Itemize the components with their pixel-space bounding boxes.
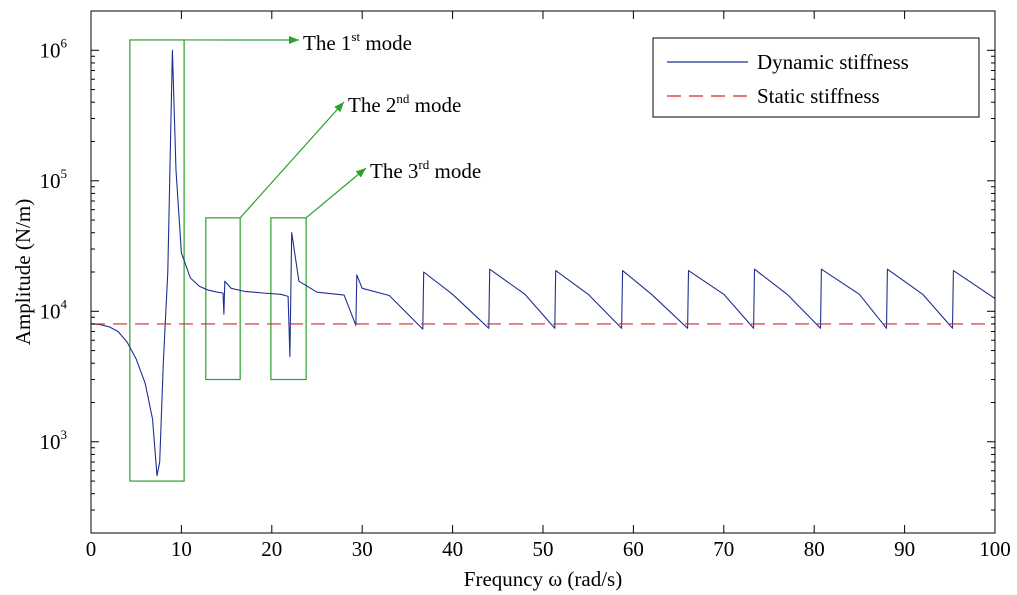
y-tick-label: 106	[40, 35, 68, 62]
y-tick-exponent: 5	[61, 166, 68, 181]
mode-arrowhead-3	[355, 168, 366, 178]
legend-box	[652, 37, 980, 118]
mode-arrow-2	[239, 101, 345, 219]
x-tick-label: 0	[86, 537, 97, 561]
y-tick-base: 10	[40, 299, 61, 323]
y-tick-exponent: 6	[61, 35, 68, 50]
mode-label-text: The 1	[303, 31, 351, 55]
legend-label-dynamic: Dynamic stiffness	[757, 50, 909, 74]
y-tick-label: 104	[40, 296, 68, 323]
x-axis-title: Frequncy ω (rad/s)	[464, 567, 622, 591]
mode-label-ordinal: st	[351, 29, 360, 44]
mode-label-text: The 2	[348, 93, 396, 117]
mode-box-2	[205, 217, 241, 381]
y-tick-label: 103	[40, 427, 68, 454]
mode-box-3	[270, 217, 307, 381]
x-tick-label: 40	[442, 537, 463, 561]
x-tick-label: 80	[804, 537, 825, 561]
mode-label-3: The 3rd mode	[370, 157, 481, 183]
mode-label-ordinal: nd	[396, 91, 410, 106]
x-tick-label: 20	[261, 537, 282, 561]
series-dynamic-stiffness	[90, 49, 996, 477]
legend: Dynamic stiffness Static stiffness	[652, 37, 980, 118]
y-tick-base: 10	[40, 169, 61, 193]
x-tick-label: 100	[979, 537, 1011, 561]
mode-arrowhead-1	[288, 35, 299, 44]
x-tick-label: 70	[713, 537, 734, 561]
y-tick-label: 105	[40, 166, 68, 193]
mode-label-ordinal: rd	[418, 157, 429, 172]
x-tick-label: 50	[533, 537, 554, 561]
mode-label-2: The 2nd mode	[348, 91, 461, 117]
mode-label-text: The 3	[370, 159, 418, 183]
y-tick-exponent: 4	[61, 296, 68, 311]
mode-label-1: The 1st mode	[303, 29, 412, 55]
y-tick-base: 10	[40, 38, 61, 62]
mode-arrow-3	[305, 167, 367, 219]
mode-label-suffix: mode	[409, 93, 461, 117]
y-tick-base: 10	[40, 430, 61, 454]
legend-label-static: Static stiffness	[757, 84, 880, 108]
x-tick-label: 60	[623, 537, 644, 561]
y-tick-exponent: 3	[61, 427, 68, 442]
mode-label-suffix: mode	[360, 31, 412, 55]
mode-label-suffix: mode	[429, 159, 481, 183]
x-tick-label: 30	[352, 537, 373, 561]
x-tick-label: 10	[171, 537, 192, 561]
y-axis-title: Amplitude (N/m)	[11, 199, 35, 345]
x-tick-label: 90	[894, 537, 915, 561]
mode-arrowhead-2	[334, 102, 344, 113]
